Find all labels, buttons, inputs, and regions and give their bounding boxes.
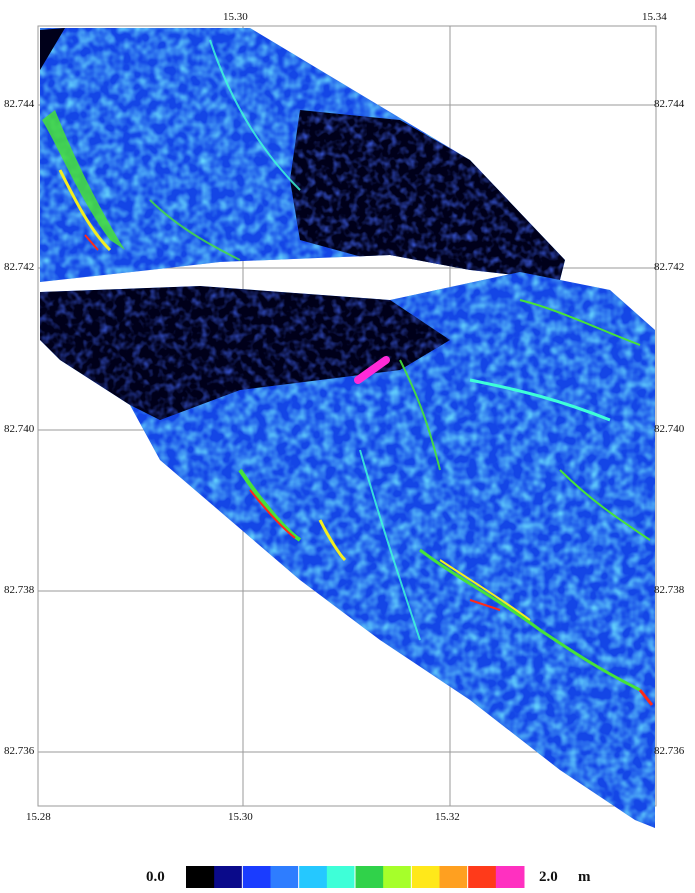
- y-tick-right-82-736: 82.736: [654, 745, 685, 757]
- x-tick-bottom-15-30: 15.30: [228, 811, 253, 823]
- y-tick-right-82-744: 82.744: [654, 98, 685, 110]
- magenta-feature: [354, 356, 390, 384]
- colorbar-unit-label: m: [578, 869, 591, 885]
- colorbar-segment: [383, 866, 412, 888]
- colorbar-max-label: 2.0: [539, 869, 558, 885]
- y-tick-left-82-744: 82.744: [4, 98, 35, 110]
- y-tick-left-82-740: 82.740: [4, 423, 35, 435]
- x-tick-top-15-34: 15.34: [642, 11, 667, 23]
- y-tick-left-82-736: 82.736: [4, 745, 35, 757]
- colorbar-segment: [355, 866, 384, 888]
- colorbar-segment: [411, 866, 440, 888]
- x-tick-bottom-15-28: 15.28: [26, 811, 51, 823]
- colorbar: [186, 866, 525, 888]
- map-frame: [37, 25, 657, 807]
- y-tick-left-82-738: 82.738: [4, 584, 35, 596]
- y-tick-right-82-742: 82.742: [654, 261, 685, 273]
- colorbar-segment: [326, 866, 356, 888]
- colorbar-segment: [242, 866, 271, 888]
- colorbar-segment: [298, 866, 328, 888]
- upper-swath: [40, 28, 565, 282]
- x-tick-bottom-15-32: 15.32: [435, 811, 460, 823]
- lower-swath: [40, 272, 655, 828]
- x-tick-top-15-30: 15.30: [223, 11, 248, 23]
- colorbar-min-label: 0.0: [146, 869, 165, 885]
- y-tick-right-82-740: 82.740: [654, 423, 685, 435]
- colorbar-segment: [495, 866, 525, 888]
- colorbar-segment: [214, 866, 243, 888]
- y-tick-left-82-742: 82.742: [4, 261, 35, 273]
- y-tick-right-82-738: 82.738: [654, 584, 685, 596]
- colorbar-segment: [439, 866, 469, 888]
- colorbar-segment: [186, 866, 215, 888]
- colorbar-segment: [270, 866, 300, 888]
- colorbar-segment: [467, 866, 497, 888]
